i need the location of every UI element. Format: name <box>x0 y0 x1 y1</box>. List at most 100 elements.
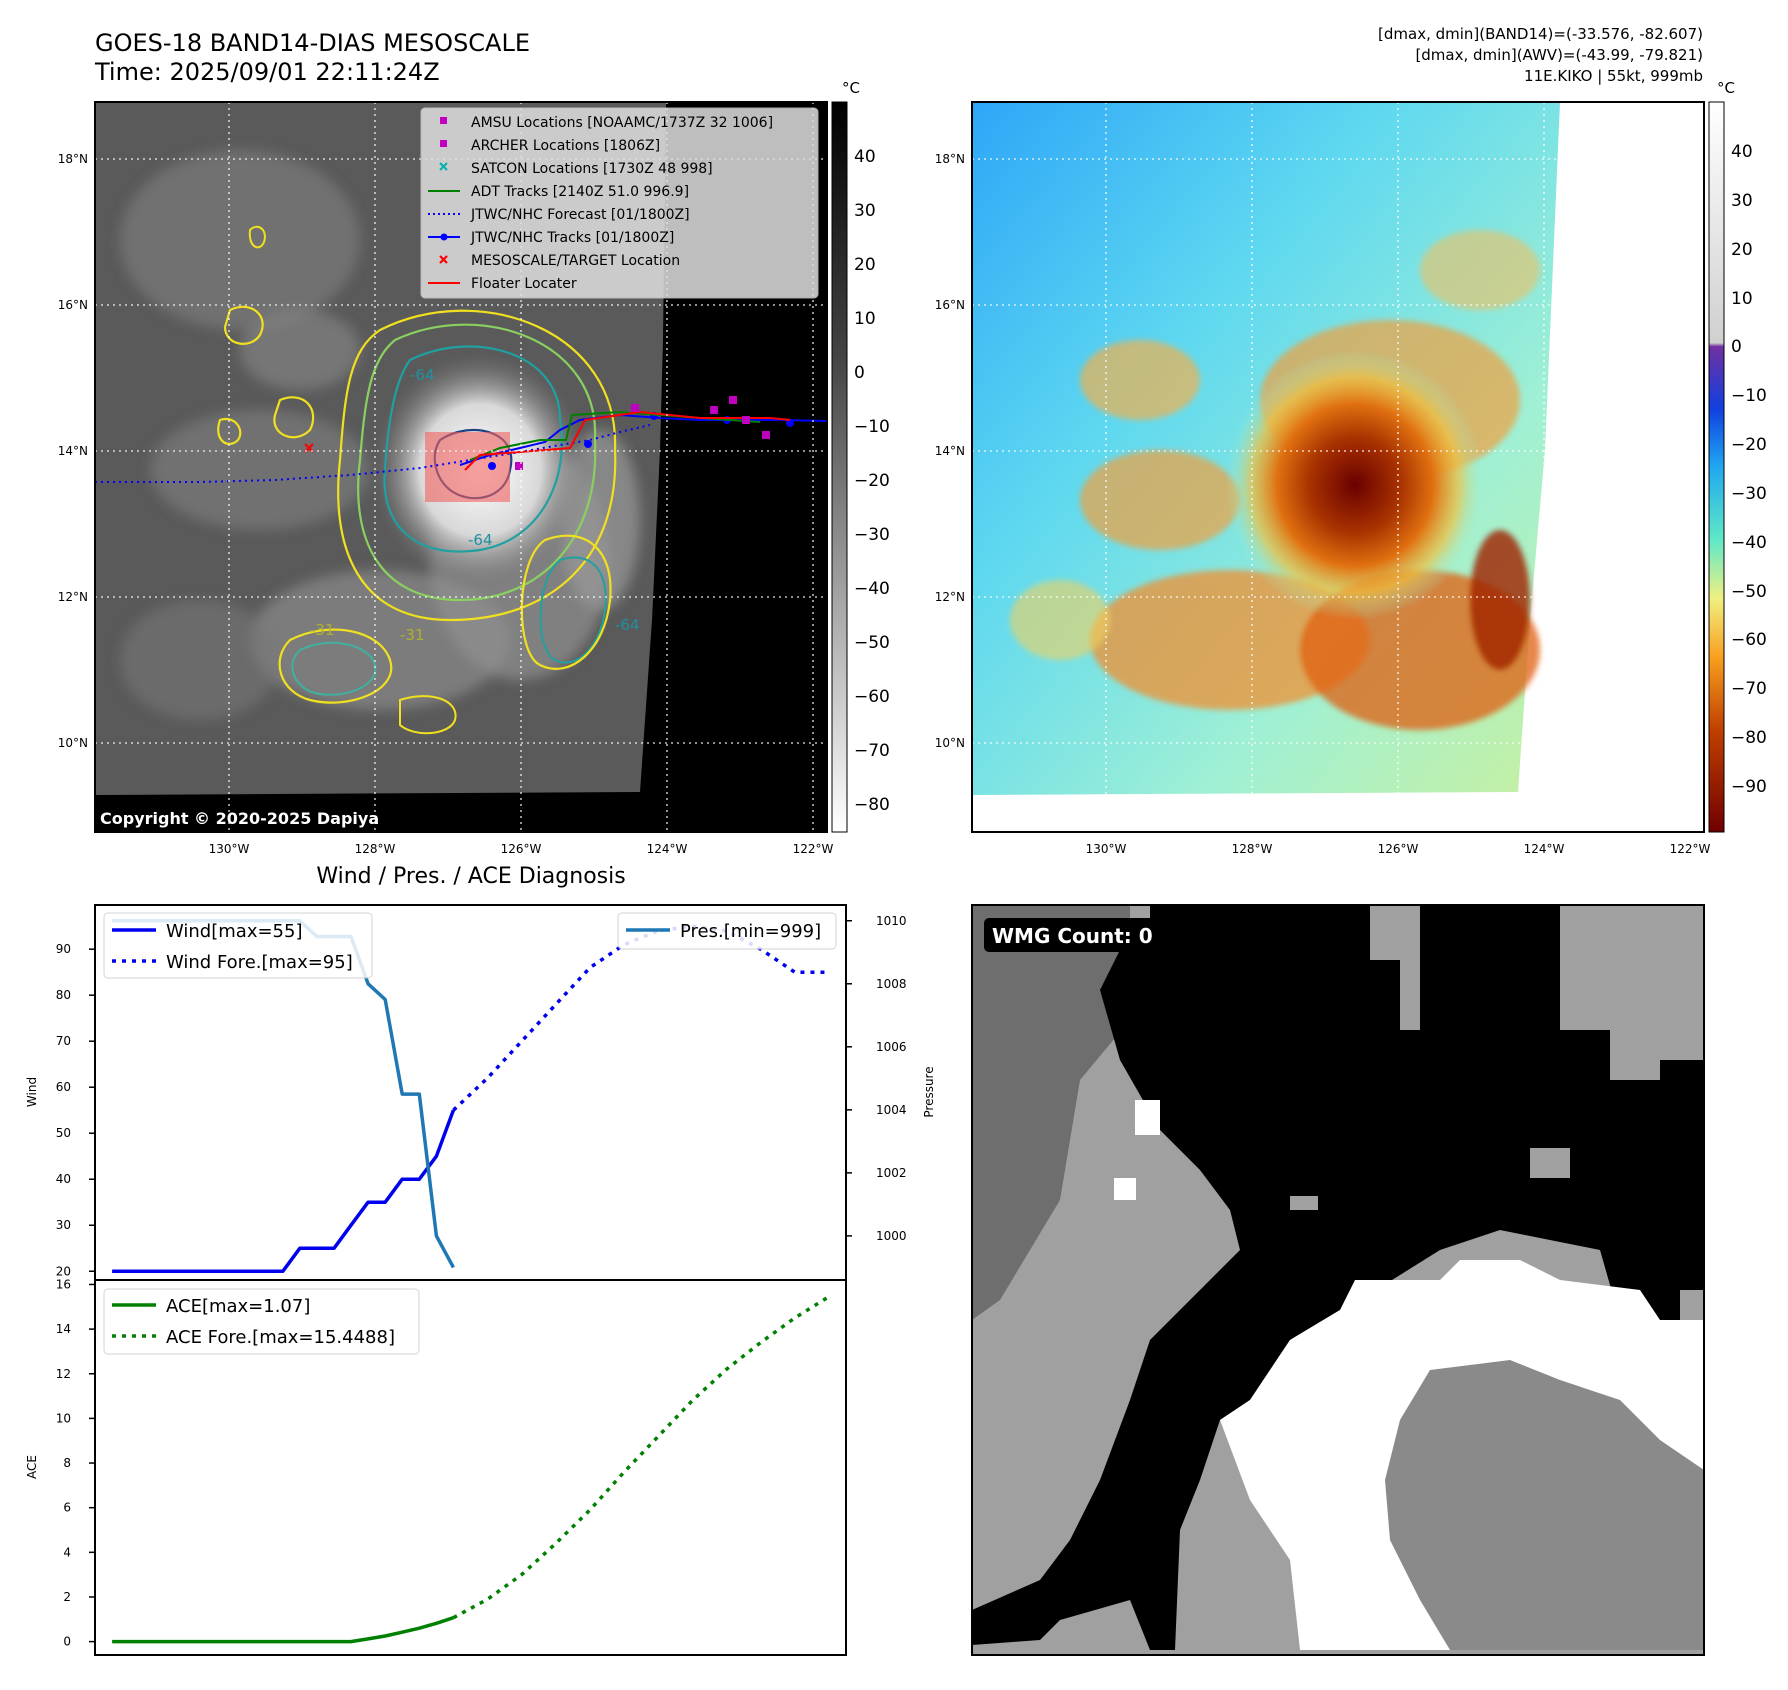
legend-marker-track-dot <box>440 233 448 241</box>
lon-tick: 126°W <box>501 842 542 856</box>
lat-tick: 12°N <box>58 590 88 604</box>
y-tick-label: 50 <box>56 1126 71 1140</box>
lon-tick: 128°W <box>355 842 396 856</box>
colorbar-tick: 10 <box>854 309 876 329</box>
y2-tick-label: 1000 <box>876 1229 907 1243</box>
colorbar-tick: 30 <box>854 201 876 221</box>
legend-box <box>103 1288 420 1355</box>
wmg-gray-eye <box>1385 1360 1704 1650</box>
wv-lon-ticks: 130°W 128°W 126°W 124°W 122°W <box>1086 842 1711 856</box>
wmg-white-patch <box>1135 1100 1160 1135</box>
y-tick-label: 10 <box>56 1411 71 1425</box>
legend-box <box>103 912 373 979</box>
stat-band14: [dmax, dmin](BAND14)=(-33.576, -82.607) <box>1378 25 1703 43</box>
ir-map-frame <box>94 101 828 833</box>
legend-label: Floater Locater <box>471 276 577 292</box>
colorbar-tick: 40 <box>1731 142 1753 162</box>
series-line-0 <box>112 1109 456 1274</box>
colorbar-tick: −80 <box>854 795 890 815</box>
copyright-text: Copyright © 2020-2025 Dapiya <box>100 809 379 828</box>
ace-series <box>112 1295 830 1644</box>
legend-label: SATCON Locations [1730Z 48 998] <box>471 161 713 177</box>
colorbar-tick: 20 <box>1731 240 1753 260</box>
legend-label: JTWC/NHC Tracks [01/1800Z] <box>470 230 674 246</box>
y2-tick-label: 1004 <box>876 1103 907 1117</box>
contour-label: -64 <box>468 531 493 549</box>
y2-tick-label: 1010 <box>876 914 907 928</box>
colorbar-tick: −40 <box>1731 533 1767 553</box>
y2-tick-label: 1002 <box>876 1166 907 1180</box>
amsu-archer-points <box>515 396 770 470</box>
legend-marker-archer <box>440 140 447 147</box>
pressure-legend: Pres.[min=999] <box>617 912 837 950</box>
y-tick-label: 6 <box>63 1501 71 1515</box>
y2-tick-label: 1006 <box>876 1040 907 1054</box>
lon-tick: 122°W <box>1670 842 1711 856</box>
lon-tick: 126°W <box>1378 842 1419 856</box>
ir-lon-ticks: 130°W 128°W 126°W 124°W 122°W <box>209 842 834 856</box>
lon-tick: 122°W <box>793 842 834 856</box>
wmg-count-label: WMG Count: 0 <box>992 924 1153 948</box>
wind-pressure-chart: Wind / Pres. / ACE Diagnosis Wind Pressu… <box>25 864 936 1281</box>
lat-tick: 12°N <box>935 590 965 604</box>
y-tick-label: 0 <box>63 1635 71 1649</box>
legend-label: Wind Fore.[max=95] <box>166 952 353 973</box>
ace-ticks: 16 14 12 10 8 6 4 2 0 <box>56 1277 95 1649</box>
wmg-gray-patch <box>1530 1148 1570 1178</box>
y-tick-label: 14 <box>56 1322 71 1336</box>
legend-marker-satcon <box>439 162 448 171</box>
colorbar-tick: 40 <box>854 147 876 167</box>
wv-lat-ticks: 18°N 16°N 14°N 12°N 10°N <box>935 152 965 750</box>
colorbar-unit: °C <box>1717 79 1735 97</box>
wv-storm-core <box>1225 350 1485 620</box>
contour-label: -64 <box>410 366 435 384</box>
legend-label: ACE[max=1.07] <box>166 1296 310 1317</box>
lat-tick: 18°N <box>935 152 965 166</box>
pressure-ticks: 1010 1008 1006 1004 1002 1000 <box>846 914 907 1243</box>
legend-marker-target <box>439 255 448 264</box>
wmg-label-box <box>984 918 1164 952</box>
wv-map: 18°N 16°N 14°N 12°N 10°N 130°W 128°W 126… <box>935 79 1767 856</box>
colorbar-tick: −60 <box>1731 630 1767 650</box>
lat-tick: 14°N <box>935 444 965 458</box>
colorbar-tick: −80 <box>1731 728 1767 748</box>
legend-label: JTWC/NHC Forecast [01/1800Z] <box>470 207 690 223</box>
series-line-0 <box>112 1616 454 1644</box>
colorbar-unit: °C <box>842 79 860 97</box>
colorbar-ticks: 40 30 20 10 0 −10 −20 −30 −40 −50 −60 −7… <box>1731 142 1767 797</box>
colorbar-tick: −50 <box>854 633 890 653</box>
legend-entries: AMSU Locations [NOAAMC/1737Z 32 1006] AR… <box>428 115 773 292</box>
wmg-frame <box>971 904 1705 1656</box>
lat-tick: 14°N <box>58 444 88 458</box>
ace-legend: ACE[max=1.07] ACE Fore.[max=15.4488] <box>103 1288 420 1355</box>
colorbar-gradient <box>831 101 848 833</box>
colorbar-tick: 10 <box>1731 289 1753 309</box>
wv-colorbar: °C 40 30 20 10 0 −10 −20 −30 −40 −50 −60… <box>1708 79 1767 833</box>
colorbar-tick: −10 <box>1731 386 1767 406</box>
colorbar-ticks: 40 30 20 10 0 −10 −20 −30 −40 −50 −60 −7… <box>854 147 890 815</box>
wmg-black-region <box>972 905 1704 1650</box>
lon-tick: 124°W <box>647 842 688 856</box>
colorbar-gradient <box>1708 101 1725 833</box>
legend-label: ADT Tracks [2140Z 51.0 996.9] <box>471 184 689 200</box>
lon-tick: 124°W <box>1524 842 1565 856</box>
y-tick-label: 30 <box>56 1218 71 1232</box>
lon-tick: 128°W <box>1232 842 1273 856</box>
lat-tick: 16°N <box>58 298 88 312</box>
colorbar-tick: −20 <box>1731 435 1767 455</box>
figure-time: Time: 2025/09/01 22:11:24Z <box>94 58 440 86</box>
y-tick-label: 16 <box>56 1277 71 1291</box>
ace-axis-label: ACE <box>25 1455 39 1479</box>
y-tick-label: 90 <box>56 942 71 956</box>
y-tick-label: 20 <box>56 1264 71 1278</box>
lon-tick: 130°W <box>1086 842 1127 856</box>
y-tick-label: 80 <box>56 988 71 1002</box>
wind-legend: Wind[max=55] Wind Fore.[max=95] <box>103 912 373 979</box>
colorbar-tick: −70 <box>1731 679 1767 699</box>
legend-label: AMSU Locations [NOAAMC/1737Z 32 1006] <box>471 115 773 131</box>
legend-box <box>420 107 819 299</box>
y-tick-label: 8 <box>63 1456 71 1470</box>
colorbar-tick: −70 <box>854 741 890 761</box>
colorbar-tick: −90 <box>1731 777 1767 797</box>
